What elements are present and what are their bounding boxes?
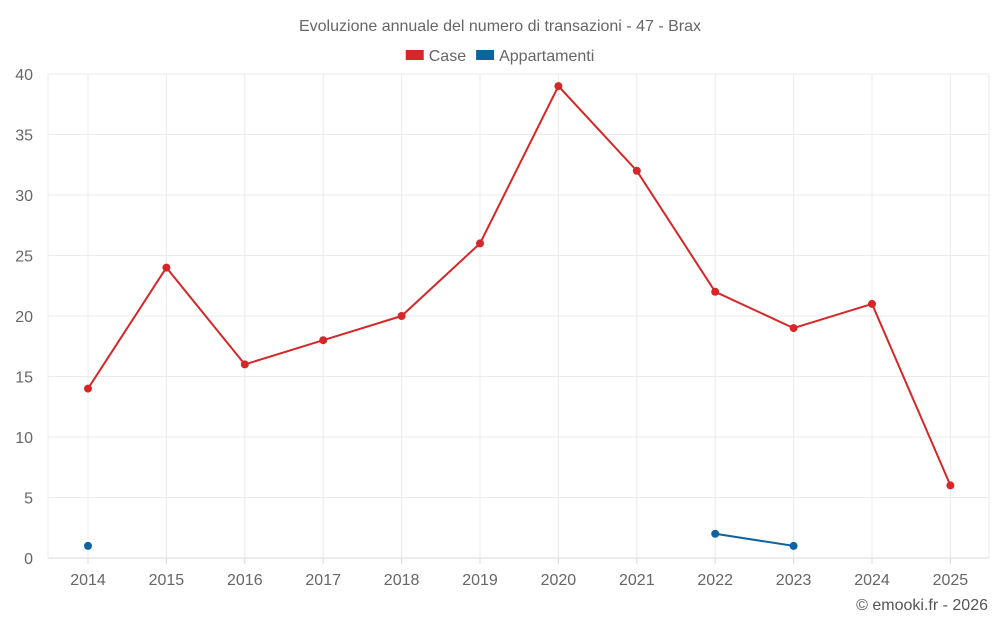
legend-label: Case bbox=[429, 48, 466, 65]
legend-swatch bbox=[476, 50, 495, 60]
x-tick-label: 2020 bbox=[541, 572, 577, 589]
y-tick-label: 15 bbox=[15, 370, 33, 387]
x-tick-label: 2025 bbox=[933, 572, 969, 589]
series-line bbox=[715, 532, 794, 547]
y-tick-label: 5 bbox=[24, 491, 33, 508]
x-tick-label: 2014 bbox=[70, 572, 106, 589]
x-tick-label: 2022 bbox=[697, 572, 733, 589]
x-tick-label: 2019 bbox=[462, 572, 498, 589]
x-tick-label: 2015 bbox=[149, 572, 185, 589]
y-tick-label: 25 bbox=[15, 249, 33, 266]
y-tick-label: 20 bbox=[15, 309, 33, 326]
y-tick-label: 10 bbox=[15, 430, 33, 447]
data-point[interactable] bbox=[319, 336, 328, 345]
credit-text: © emooki.fr - 2026 bbox=[856, 597, 988, 614]
data-point[interactable] bbox=[240, 360, 249, 369]
y-tick-label: 35 bbox=[15, 128, 33, 145]
data-point[interactable] bbox=[946, 481, 955, 490]
legend: Case Appartamenti bbox=[405, 48, 594, 65]
x-tick-label: 2016 bbox=[227, 572, 263, 589]
legend-swatch bbox=[405, 50, 424, 60]
series-line bbox=[87, 85, 952, 486]
data-point[interactable] bbox=[789, 324, 798, 333]
x-tick-label: 2023 bbox=[776, 572, 812, 589]
data-point[interactable] bbox=[397, 312, 406, 320]
series-appartamenti bbox=[84, 529, 798, 550]
x-tick-label: 2021 bbox=[619, 572, 655, 589]
data-point[interactable] bbox=[84, 384, 92, 393]
data-point[interactable] bbox=[868, 299, 876, 308]
x-axis: 2014 2015 2016 2017 2018 2019 2020 2021 2022 2023… bbox=[70, 558, 968, 589]
data-point[interactable] bbox=[84, 541, 92, 550]
data-point[interactable] bbox=[476, 239, 484, 248]
series-layer bbox=[84, 82, 955, 550]
x-tick-label: 2017 bbox=[305, 572, 341, 589]
data-point[interactable] bbox=[789, 541, 798, 550]
x-tick-label: 2024 bbox=[854, 572, 890, 589]
grid bbox=[47, 73, 990, 559]
data-point[interactable] bbox=[711, 287, 720, 296]
x-tick-label: 2018 bbox=[384, 572, 420, 589]
y-tick-label: 30 bbox=[15, 188, 33, 205]
legend-item-appartamenti[interactable]: Appartamenti bbox=[476, 48, 594, 65]
series-case bbox=[84, 82, 955, 490]
data-point[interactable] bbox=[632, 166, 641, 175]
legend-item-case[interactable]: Case bbox=[405, 48, 466, 65]
y-tick-label: 0 bbox=[24, 551, 33, 568]
chart-title: Evoluzione annuale del numero di transaz… bbox=[299, 18, 701, 35]
data-point[interactable] bbox=[554, 82, 563, 91]
data-point[interactable] bbox=[162, 263, 171, 272]
legend-label: Appartamenti bbox=[499, 48, 594, 65]
y-tick-label: 40 bbox=[15, 67, 33, 84]
y-axis: 0 5 10 15 20 25 30 35 40 bbox=[15, 67, 33, 568]
data-point[interactable] bbox=[711, 529, 720, 538]
